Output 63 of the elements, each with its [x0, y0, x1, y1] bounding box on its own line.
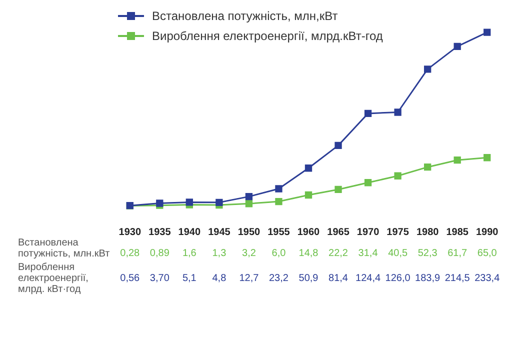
point	[484, 28, 491, 36]
x-tick-label: 1985	[446, 226, 469, 238]
x-tick-label: 1965	[327, 226, 350, 238]
data-label: 3,2	[242, 248, 256, 259]
legend-label: Вироблення електроенергії, млрд.кВт-год	[152, 29, 383, 43]
data-label: 1,6	[182, 248, 197, 259]
x-tick-label: 1990	[476, 226, 499, 238]
point	[394, 172, 402, 180]
data-label: 0,28	[120, 248, 140, 259]
data-label: 233,4	[474, 272, 500, 284]
data-label: 124,4	[356, 272, 381, 284]
data-label: 23,2	[268, 272, 289, 284]
point	[245, 192, 253, 200]
data-label: 14,8	[298, 248, 319, 259]
point	[275, 198, 282, 206]
data-label: 126,0	[385, 272, 411, 284]
x-tick-label: 1970	[356, 226, 380, 238]
data-label: 22,2	[328, 248, 348, 259]
data-label: 4,8	[212, 272, 227, 284]
x-tick-label: 1940	[178, 226, 201, 238]
point	[484, 154, 491, 162]
data-label: 81,4	[328, 272, 348, 284]
data-label: 183,9	[415, 272, 441, 284]
data-label: 5,1	[182, 272, 197, 284]
point	[186, 198, 193, 206]
point	[454, 42, 461, 50]
data-label: 61,7	[448, 248, 468, 259]
data-label: 0,89	[150, 248, 170, 259]
x-tick-label: 1930	[118, 226, 142, 238]
point	[364, 110, 372, 118]
point	[364, 179, 372, 186]
x-tick-label: 1950	[238, 226, 261, 238]
data-label: 214,5	[444, 272, 470, 284]
text: Вироблення електроенергії, млрд. кВт·год	[18, 262, 88, 295]
data-label: 12,7	[239, 272, 260, 284]
text: Встановлена потужність, млн.кВт	[18, 237, 110, 260]
point	[334, 186, 342, 194]
data-label: 65,0	[477, 248, 498, 259]
point	[304, 164, 312, 172]
x-tick-label: 1935	[148, 226, 172, 238]
data-label: 3,70	[150, 272, 170, 284]
x-tick-label: 1975	[386, 226, 410, 238]
data-label: 52,3	[418, 248, 438, 259]
data-label: 50,9	[298, 272, 319, 284]
point	[424, 164, 432, 171]
point	[394, 108, 402, 116]
point	[275, 185, 282, 192]
legend-label: Встановлена потужність, млн,кВт	[152, 9, 338, 23]
point	[304, 191, 312, 199]
x-tick-label: 1980	[416, 226, 440, 238]
data-label: 0,56	[120, 272, 140, 284]
data-label: 40,5	[388, 248, 408, 259]
x-tick-label: 1945	[208, 226, 231, 238]
x-tick-label: 1960	[297, 226, 320, 238]
point	[424, 66, 432, 73]
point	[216, 198, 223, 206]
point	[334, 142, 342, 150]
data-label: 6,0	[272, 248, 286, 259]
x-tick-label: 1955	[268, 226, 290, 238]
data-label: 1,3	[212, 248, 227, 259]
data-label: 31,4	[358, 248, 378, 259]
point	[454, 156, 461, 164]
point	[245, 200, 253, 208]
